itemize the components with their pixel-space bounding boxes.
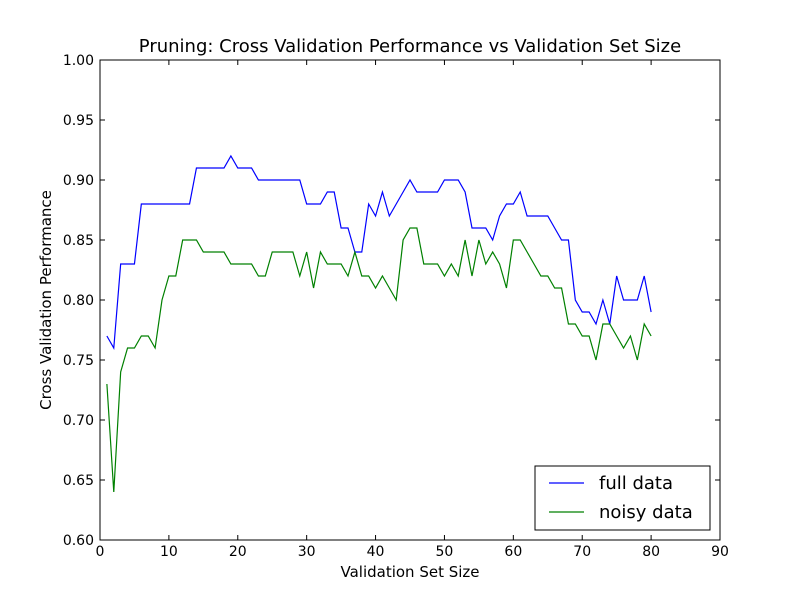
x-tick-label: 60 (504, 544, 522, 560)
y-tick-label: 0.90 (63, 173, 94, 189)
y-tick-label: 1.00 (63, 53, 94, 69)
legend-label-full-data: full data (599, 473, 673, 494)
legend-box (534, 465, 711, 531)
y-tick-label: 0.95 (63, 113, 94, 129)
x-tick-label: 50 (436, 544, 454, 560)
x-tick-label: 40 (367, 544, 385, 560)
x-tick-label: 20 (229, 544, 247, 560)
y-tick-label: 0.75 (63, 353, 94, 369)
x-tick-label: 10 (160, 544, 178, 560)
x-tick-label: 70 (573, 544, 591, 560)
x-axis-label: Validation Set Size (340, 563, 479, 581)
x-tick-label: 30 (298, 544, 316, 560)
plot-frame (99, 59, 721, 541)
series-line-full-data (106, 154, 652, 350)
y-tick-label: 0.65 (63, 473, 94, 489)
chart-title: Pruning: Cross Validation Performance vs… (139, 36, 681, 57)
y-tick-label: 0.85 (63, 233, 94, 249)
series-line-noisy-data (106, 227, 652, 493)
plot-area: 0 10 20 30 40 50 60 70 80 90 0.60 0.65 0.70 0.75 0.80 0… (63, 53, 729, 560)
y-tick-label: 0.60 (63, 533, 94, 549)
x-tick-label: 90 (711, 544, 729, 560)
legend: full data noisy data (534, 465, 711, 531)
x-tick-label: 0 (96, 544, 105, 560)
legend-label-noisy-data: noisy data (599, 502, 693, 523)
tick-layer: 0 10 20 30 40 50 60 70 80 90 0.60 0.65 0.70 0.75 0.80 0… (63, 53, 729, 560)
y-tick-label: 0.80 (63, 293, 94, 309)
x-tick-label: 80 (642, 544, 660, 560)
y-tick-label: 0.70 (63, 413, 94, 429)
y-axis-label: Cross Validation Performance (37, 190, 55, 410)
series-layer (106, 154, 652, 493)
